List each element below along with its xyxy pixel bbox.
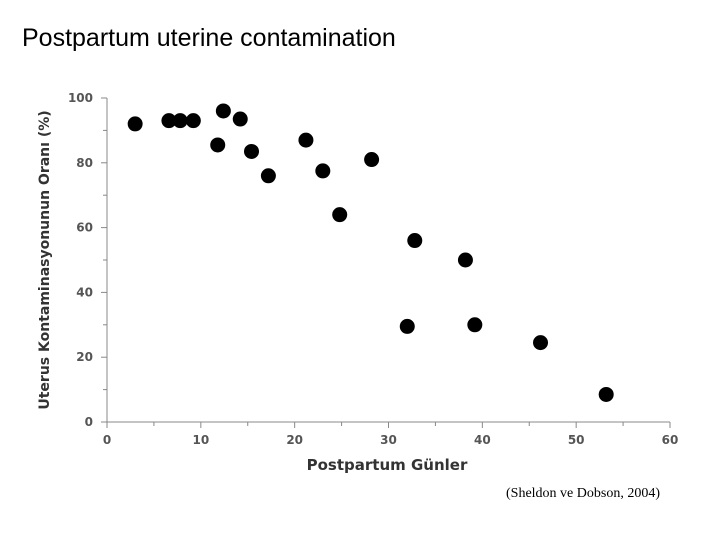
slide-title: Postpartum uterine contamination (22, 24, 396, 52)
data-point (161, 113, 177, 129)
data-point (399, 318, 415, 334)
data-point (598, 386, 614, 402)
x-tick-label: 20 (286, 433, 303, 447)
x-tick-label: 40 (474, 433, 491, 447)
y-tick-label: 100 (68, 91, 93, 105)
data-point (172, 113, 188, 129)
data-point (244, 143, 260, 159)
x-tick-label: 10 (192, 433, 209, 447)
data-point (298, 132, 314, 148)
data-point (533, 335, 549, 351)
y-tick-label: 60 (76, 221, 93, 235)
data-point (127, 116, 143, 132)
x-tick-label: 30 (380, 433, 397, 447)
data-points (127, 103, 614, 402)
x-axis (106, 421, 671, 428)
data-point (332, 207, 348, 223)
data-point (260, 168, 276, 184)
y-tick-label: 20 (76, 350, 93, 364)
x-tick-labels: 0 10 20 30 40 50 60 (103, 433, 679, 447)
y-tick-labels: 0 20 40 60 80 100 (68, 91, 93, 429)
data-point (232, 111, 248, 127)
y-axis-label: Uterus Kontaminasyonunun Oranı (%) (37, 110, 53, 409)
y-axis (101, 97, 108, 423)
y-tick-label: 80 (76, 156, 93, 170)
x-axis-label: Postpartum Günler (307, 456, 468, 474)
x-tick-label: 50 (568, 433, 585, 447)
data-point (364, 152, 380, 168)
data-point (210, 137, 226, 153)
citation: (Sheldon ve Dobson, 2004) (506, 486, 660, 501)
x-tick-label: 0 (103, 433, 111, 447)
data-point (407, 233, 423, 249)
y-tick-label: 0 (85, 415, 93, 429)
data-point (185, 113, 201, 129)
y-tick-label: 40 (76, 285, 93, 299)
data-point (467, 317, 483, 333)
x-tick-label: 60 (662, 433, 679, 447)
data-point (315, 163, 331, 179)
data-point (457, 252, 473, 268)
data-point (215, 103, 231, 119)
